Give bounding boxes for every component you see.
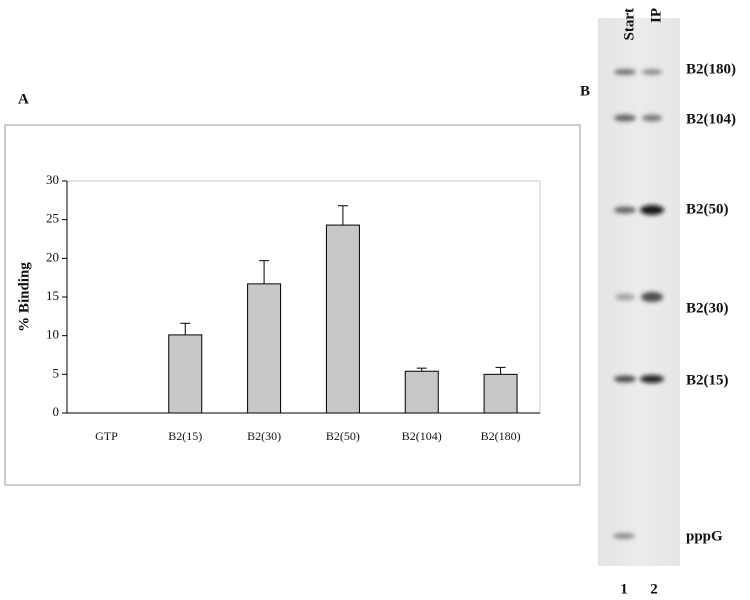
band-label: B2(180) bbox=[686, 61, 736, 77]
lane-header: Start bbox=[621, 8, 637, 41]
y-tick-label: 25 bbox=[46, 211, 59, 226]
lane-header: IP bbox=[648, 8, 664, 23]
bar bbox=[247, 283, 282, 414]
bar bbox=[168, 334, 203, 414]
lane-number: 1 bbox=[620, 581, 628, 597]
band-label: pppG bbox=[686, 528, 723, 544]
y-tick-label: 10 bbox=[46, 327, 59, 342]
band-label: B2(15) bbox=[686, 372, 729, 388]
band bbox=[614, 375, 636, 383]
x-tick-label: B2(30) bbox=[247, 429, 281, 443]
band bbox=[642, 114, 662, 122]
band bbox=[640, 375, 664, 383]
band bbox=[614, 206, 636, 214]
bar bbox=[404, 370, 439, 414]
x-tick-label: B2(50) bbox=[326, 429, 360, 443]
chart-frame bbox=[4, 124, 581, 486]
x-tick-label: B2(104) bbox=[402, 429, 442, 443]
band bbox=[614, 114, 636, 122]
lane-number: 2 bbox=[650, 581, 658, 597]
band-label: B2(50) bbox=[686, 201, 729, 217]
x-tick-label: B2(15) bbox=[168, 429, 202, 443]
gel bbox=[598, 18, 680, 566]
band bbox=[614, 69, 636, 75]
y-axis-label: % Binding bbox=[16, 262, 32, 332]
band bbox=[641, 292, 663, 302]
x-tick-label: B2(180) bbox=[481, 429, 521, 443]
bar bbox=[483, 373, 518, 414]
band bbox=[642, 69, 662, 75]
panel-label: A bbox=[18, 91, 29, 107]
x-tick-label: GTP bbox=[95, 429, 118, 443]
y-tick-label: 5 bbox=[53, 365, 60, 380]
y-tick-label: 30 bbox=[46, 172, 59, 187]
y-tick-label: 15 bbox=[46, 288, 59, 303]
y-tick-label: 20 bbox=[46, 249, 59, 264]
band bbox=[640, 205, 664, 215]
gel-bands bbox=[613, 69, 664, 539]
band-label: B2(30) bbox=[686, 300, 729, 316]
band bbox=[613, 533, 635, 539]
band bbox=[615, 293, 635, 301]
y-tick-label: 0 bbox=[53, 404, 60, 419]
plot-area bbox=[66, 180, 541, 414]
bar bbox=[325, 224, 360, 414]
band-label: B2(104) bbox=[686, 111, 736, 127]
panel-label: B bbox=[580, 83, 590, 99]
